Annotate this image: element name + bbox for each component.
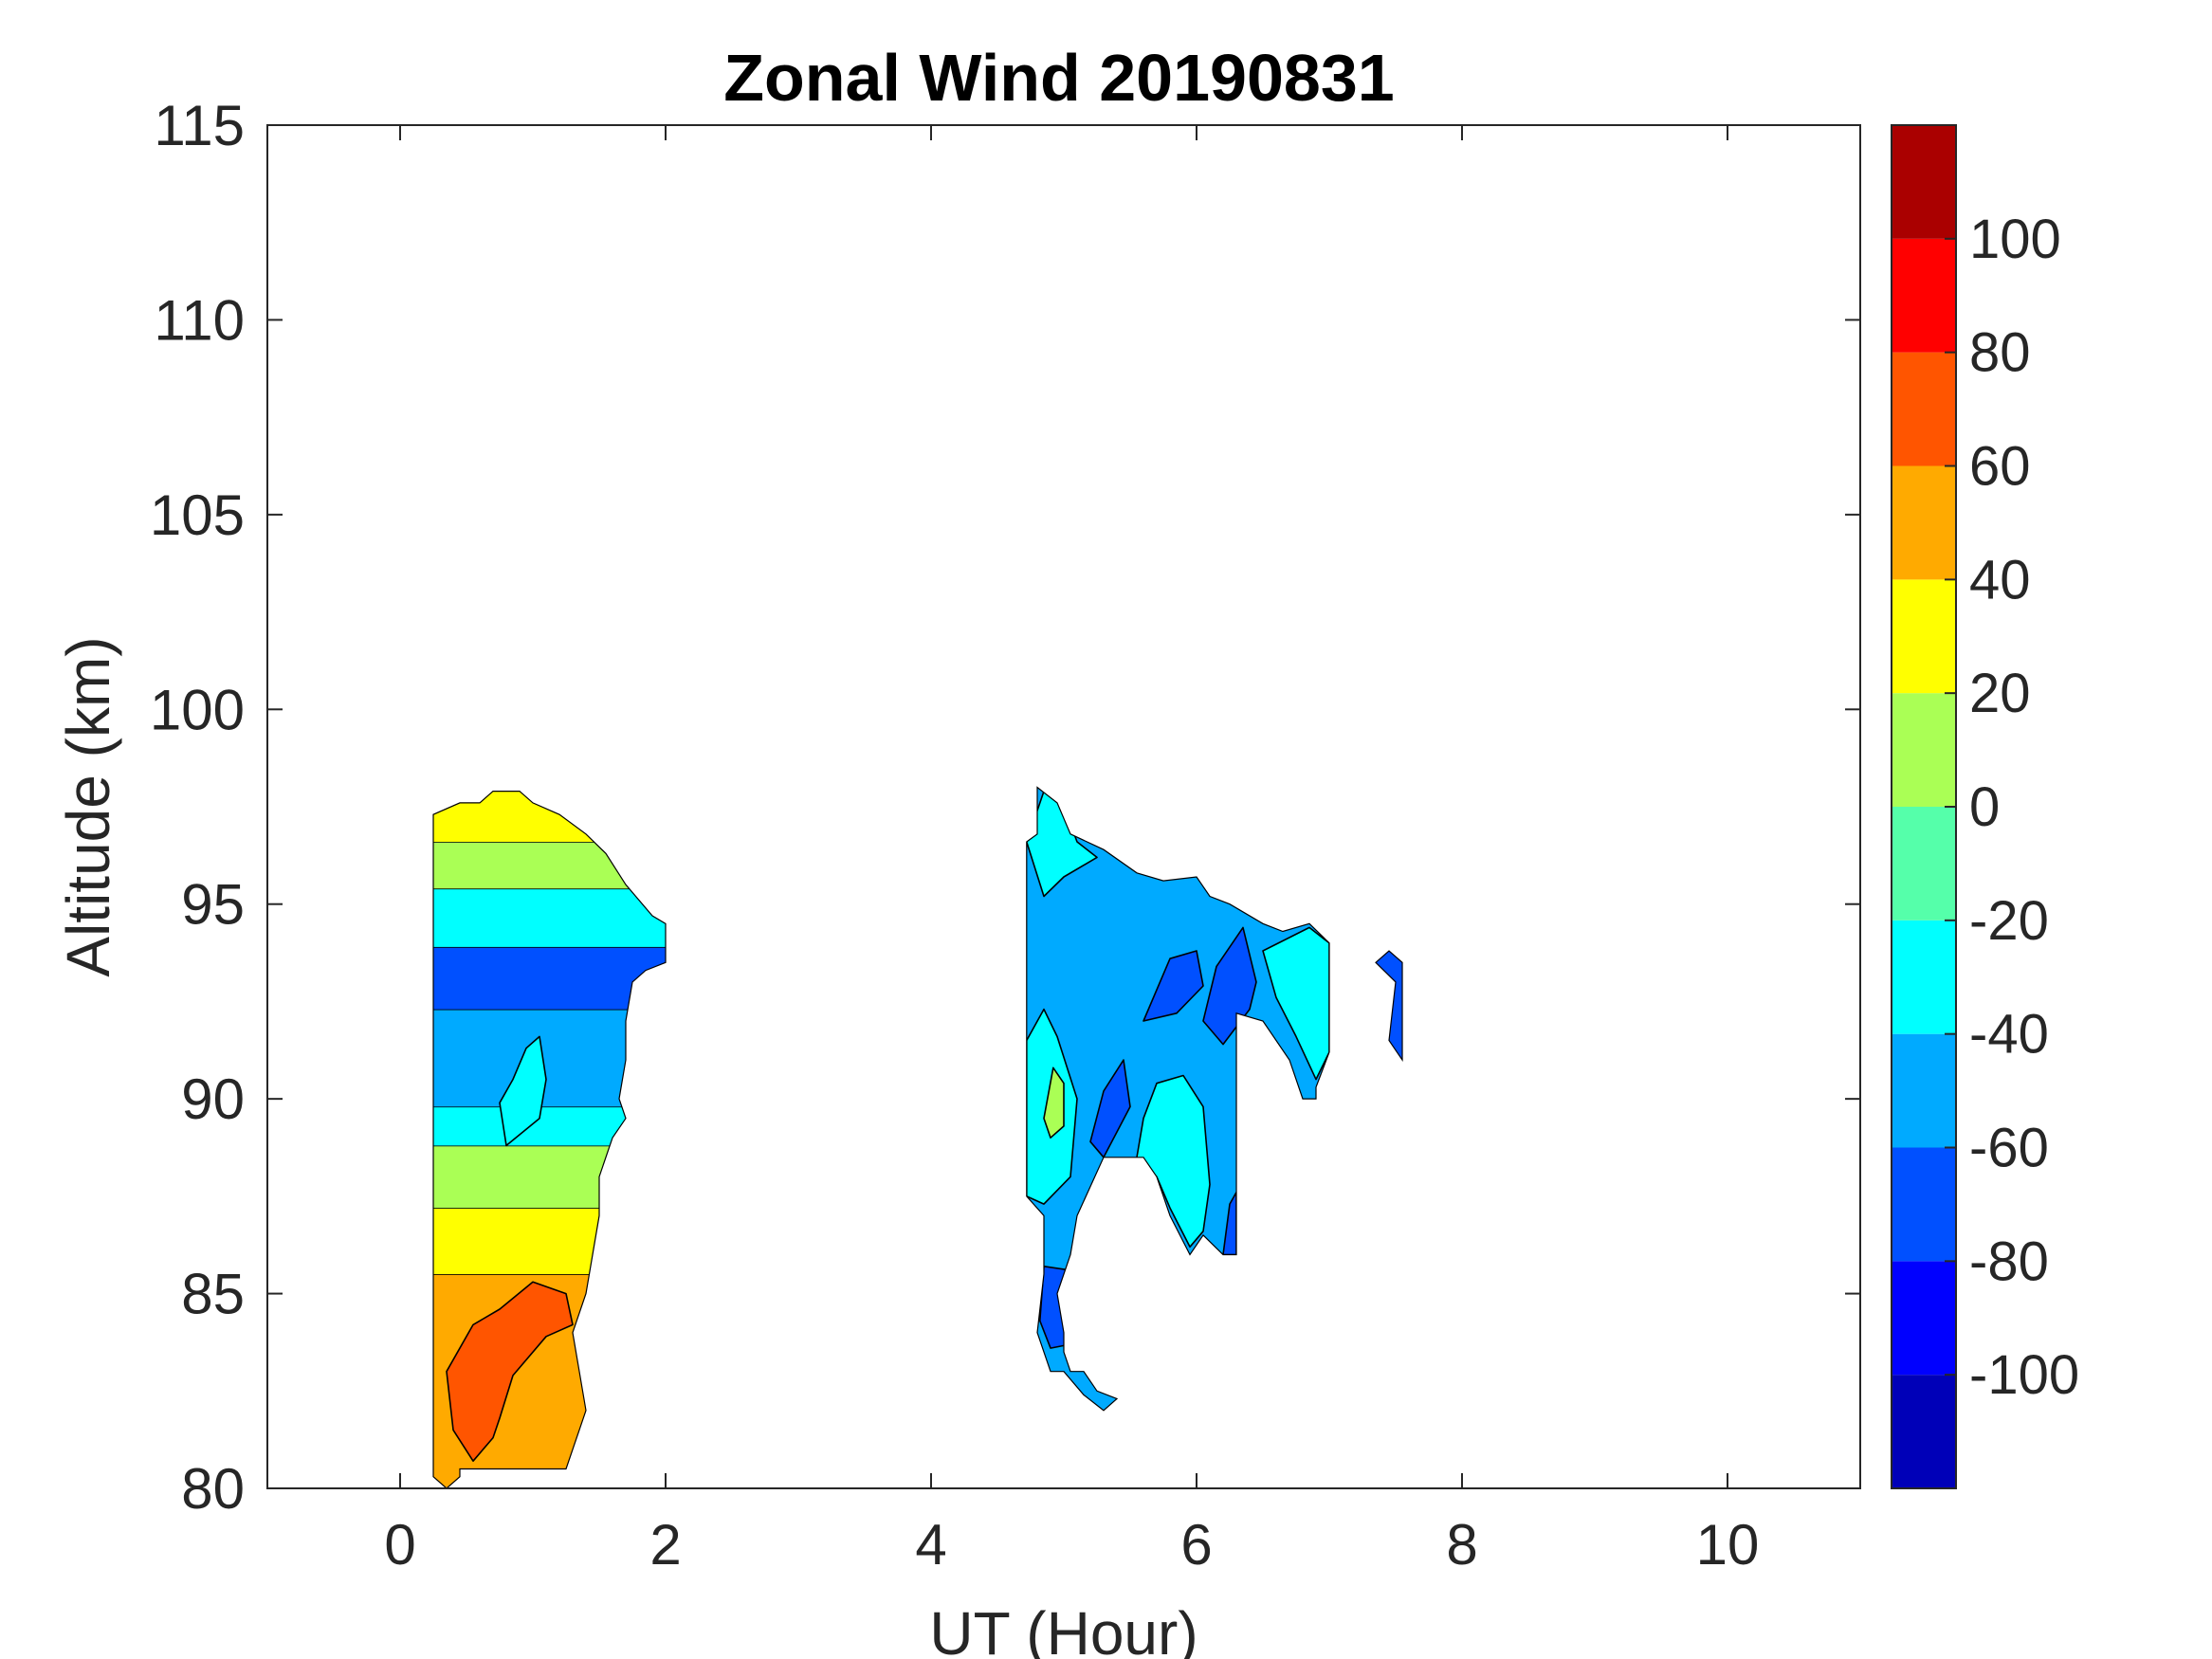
colorbar-swatch (1892, 465, 1956, 580)
colorbar-tick-label: 80 (1969, 322, 2031, 384)
x-tick-label: 10 (1696, 1513, 1760, 1577)
y-tick-label: 95 (181, 873, 245, 937)
plot-area: 0 2 4 6 8 10 80 85 90 95 100 105 110 115 (150, 94, 1861, 1577)
contour-patch (1262, 926, 1329, 1081)
colorbar-tick-label: -20 (1969, 890, 2049, 952)
y-tick-label: 100 (150, 678, 245, 741)
colorbar-swatch (1892, 352, 1956, 466)
contour-band (433, 888, 666, 947)
x-tick-label: 8 (1446, 1513, 1477, 1577)
contour-region-outline (1375, 950, 1403, 1063)
contour-region-outline (1026, 786, 1330, 1412)
contour-patch (499, 1035, 547, 1147)
contour-patch (446, 1281, 574, 1462)
colorbar-tick-label: 0 (1969, 776, 2000, 838)
colorbar-swatch (1892, 807, 1956, 921)
colorbar-tick-label: -40 (1969, 1004, 2049, 1066)
chart-title: Zonal Wind 20190831 (723, 41, 1394, 115)
colorbar-tick-label: -100 (1969, 1344, 2079, 1406)
colorbar-tick-label: -60 (1969, 1118, 2049, 1179)
colorbar-swatch (1892, 238, 1956, 353)
colorbar-swatch (1892, 125, 1956, 239)
x-tick-label: 6 (1180, 1513, 1212, 1577)
contour-patch (1043, 1066, 1065, 1139)
colorbar-swatch (1892, 920, 1956, 1034)
colorbar-swatch (1892, 1375, 1956, 1488)
y-tick-label: 115 (154, 94, 245, 157)
y-axis-label: Altitude (km) (54, 636, 122, 976)
colorbar-swatch (1892, 1261, 1956, 1376)
x-tick-label: 0 (384, 1513, 415, 1577)
y-tick-label: 80 (181, 1457, 245, 1521)
contour-patch (1089, 1059, 1131, 1158)
x-axis: 0 2 4 6 8 10 (384, 125, 1759, 1577)
y-tick-label: 105 (150, 483, 245, 547)
x-tick-label: 2 (649, 1513, 681, 1577)
y-axis: 80 85 90 95 100 105 110 115 (150, 94, 1860, 1521)
y-tick-label: 85 (181, 1263, 245, 1326)
contour-band (433, 946, 666, 1010)
colorbar-tick-label: 60 (1969, 436, 2031, 498)
contour-region-outline (432, 790, 667, 1489)
colorbar: -100 -80 -60 -40 -20 0 20 40 60 80 100 (1891, 124, 2079, 1489)
colorbar-swatch (1892, 1033, 1956, 1148)
x-axis-label: UT (Hour) (929, 1599, 1197, 1659)
colorbar-swatch (1892, 693, 1956, 807)
plot-frame (266, 124, 1861, 1489)
colorbar-swatch (1892, 1147, 1956, 1262)
contour-patch (1143, 950, 1204, 1022)
y-tick-label: 110 (154, 288, 245, 352)
contour-patch (1136, 1074, 1211, 1249)
colorbar-tick-label: 100 (1969, 209, 2061, 270)
colorbar-tick-label: -80 (1969, 1231, 2049, 1292)
colorbar-swatch (1892, 579, 1956, 694)
colorbar-tick-label: 20 (1969, 663, 2031, 724)
y-tick-label: 90 (181, 1067, 245, 1131)
colorbar-tick-label: 40 (1969, 549, 2031, 611)
x-tick-label: 4 (915, 1513, 946, 1577)
